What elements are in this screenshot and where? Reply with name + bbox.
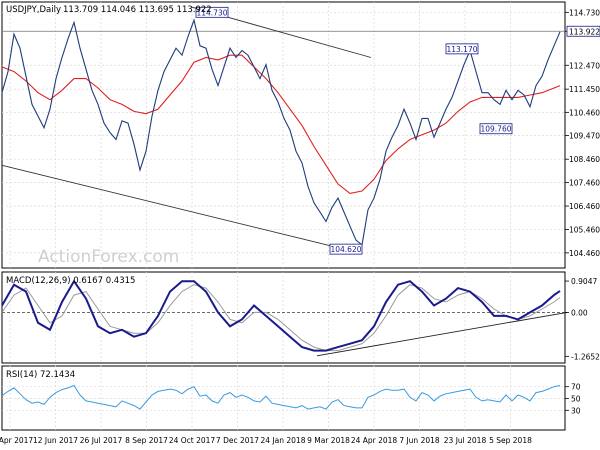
ohlc-readout: 113.709 114.046 113.695 113.922 [63,5,212,15]
price-y-tick-label: 109.470 [569,132,600,141]
x-tick-label: 7 Dec 2017 [216,436,259,445]
current-price-box [566,25,600,37]
price-line [1,18,561,246]
price-y-tick-label: 105.460 [569,225,600,234]
macd-y-tick-label: 0.9047 [571,277,597,286]
price-y-tick-label: 112.470 [569,61,600,70]
rsi-line [1,384,561,410]
macd-y-tick-label: 0.00 [571,308,588,317]
price-y-tick-label: 108.460 [569,155,600,164]
price-panel-frame [1,1,566,269]
x-tick-label: 7 Jun 2018 [399,436,440,445]
x-tick-label: 24 Oct 2017 [169,436,216,445]
x-tick-label: 9 Mar 2018 [307,436,350,445]
x-tick-label: 8 Sep 2017 [125,436,168,445]
price-annotation-box [445,43,479,55]
price-y-tick-label: 113.922 [569,27,600,36]
rsi-y-tick-label: 30 [571,406,581,415]
x-tick-label: 5 Sep 2018 [489,436,532,445]
macd-y-tick-label: -1.2652 [571,352,600,361]
rsi-y-tick-label: 50 [571,395,581,404]
price-annotation-label: 114.730 [196,8,227,17]
x-tick-label: 27 Apr 2017 [0,436,33,445]
rsi-label: RSI(14) 72.1434 [6,370,75,380]
price-y-tick-label: 106.460 [569,202,600,211]
macd-trendline [316,311,568,357]
price-annotation-box [195,6,229,18]
x-tick-label: 23 Jul 2018 [444,436,487,445]
symbol-label: USDJPY,Daily [6,5,61,15]
price-y-tick-label: 110.460 [569,108,600,117]
channel-trendline [1,164,347,251]
price-y-tick-label: 104.460 [569,249,600,258]
price-annotation-label: 109.760 [480,125,511,134]
price-annotation-label: 113.170 [446,45,477,54]
watermark: ActionForex.com [38,247,179,267]
price-y-tick-label: 107.460 [569,179,600,188]
price-annotation-label: 104.620 [330,245,361,254]
x-tick-label: 12 Jun 2017 [33,436,78,445]
x-tick-label: 26 Jul 2017 [80,436,123,445]
price-y-tick-label: 111.450 [569,85,600,94]
rsi-y-tick-label: 70 [571,383,581,392]
macd-line [1,279,561,352]
x-tick-label: 24 Jan 2018 [261,436,306,445]
x-tick-label: 24 Apr 2018 [351,436,398,445]
price-annotation-box [479,123,513,135]
macd-label: MACD(12,26,9) 0.6167 0.4315 [6,276,135,286]
price-annotation-box [329,243,363,255]
sma-line [1,54,561,194]
macd-panel-frame [1,271,566,364]
rsi-panel-frame [1,365,566,431]
price-y-tick-label: 114.730 [569,8,600,17]
